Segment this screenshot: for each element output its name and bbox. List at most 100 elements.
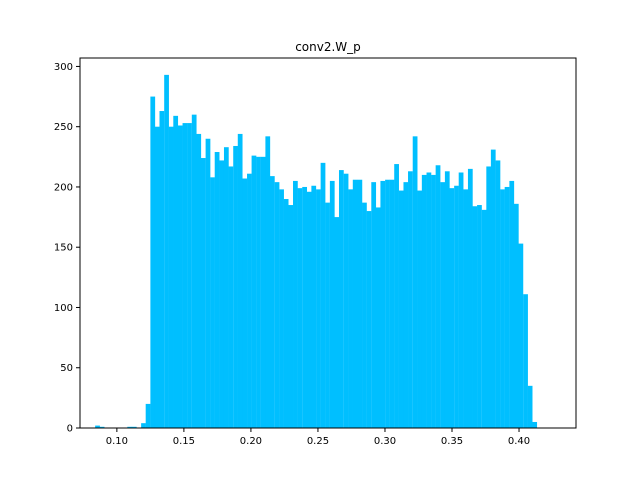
histogram-bar bbox=[145, 403, 151, 428]
histogram-bar bbox=[348, 189, 353, 428]
histogram-bar bbox=[283, 199, 289, 428]
histogram-bar bbox=[99, 426, 105, 428]
histogram-bar bbox=[523, 294, 528, 428]
histogram-bar bbox=[219, 160, 225, 428]
histogram-bar bbox=[297, 188, 303, 428]
histogram-bar bbox=[513, 203, 519, 428]
histogram-bar bbox=[210, 177, 215, 428]
histogram-bar bbox=[168, 126, 174, 428]
y-tick-label: 100 bbox=[54, 303, 73, 314]
histogram-bar bbox=[182, 123, 188, 428]
histogram-bar bbox=[357, 179, 363, 428]
histogram-bar bbox=[431, 174, 436, 428]
histogram-bar bbox=[408, 171, 413, 429]
histogram-bar bbox=[426, 172, 432, 428]
histogram-bar bbox=[440, 182, 446, 428]
histogram-bars bbox=[95, 74, 538, 429]
histogram-bar bbox=[518, 243, 524, 428]
y-axis-ticks: 0 50 100 150 200 250 300 bbox=[54, 62, 80, 435]
histogram-bar bbox=[449, 188, 455, 428]
histogram-bar bbox=[237, 133, 243, 428]
x-axis-ticks: 0.10 0.15 0.20 0.25 0.30 0.35 0.40 bbox=[106, 428, 530, 447]
histogram-bar bbox=[500, 189, 505, 428]
histogram-bar bbox=[131, 426, 137, 428]
histogram-bar bbox=[472, 206, 478, 428]
histogram-bar bbox=[256, 156, 261, 428]
histogram-bar bbox=[532, 421, 538, 428]
x-tick-label: 0.25 bbox=[307, 436, 329, 447]
histogram-bar bbox=[150, 96, 156, 428]
chart-title: conv2.W_p bbox=[295, 40, 361, 54]
y-tick-label: 200 bbox=[54, 182, 73, 193]
histogram-bar bbox=[311, 185, 317, 428]
y-tick-label: 300 bbox=[54, 62, 73, 73]
histogram-bar bbox=[191, 114, 197, 428]
histogram-bar bbox=[316, 189, 321, 428]
histogram-bar bbox=[490, 149, 496, 428]
histogram-bar bbox=[164, 74, 169, 429]
histogram-bar bbox=[467, 168, 473, 428]
x-tick-label: 0.35 bbox=[441, 436, 463, 447]
histogram-bar bbox=[228, 166, 234, 428]
histogram-bar bbox=[260, 156, 266, 428]
y-tick-label: 250 bbox=[54, 122, 73, 133]
histogram-bar bbox=[380, 180, 386, 428]
histogram-bar bbox=[343, 173, 349, 428]
histogram-bar bbox=[509, 180, 515, 428]
histogram-bar bbox=[205, 138, 211, 428]
histogram-bar bbox=[279, 189, 284, 428]
histogram-bar bbox=[495, 160, 501, 428]
histogram-bar bbox=[329, 180, 335, 428]
histogram-bar bbox=[95, 425, 100, 428]
histogram-bar bbox=[371, 182, 377, 428]
histogram-bar bbox=[417, 190, 423, 428]
histogram-bar bbox=[127, 426, 133, 428]
histogram-bar bbox=[288, 205, 294, 428]
histogram-bar bbox=[177, 125, 183, 429]
histogram-bar bbox=[306, 191, 312, 428]
histogram-bar bbox=[274, 182, 280, 428]
plot-frame bbox=[79, 57, 577, 429]
histogram-bar bbox=[233, 145, 238, 429]
histogram-bar bbox=[366, 211, 372, 428]
histogram-bar bbox=[412, 136, 418, 428]
histogram-bar bbox=[362, 202, 367, 428]
histogram-bar bbox=[463, 189, 469, 428]
histogram-bar bbox=[338, 170, 344, 428]
histogram-bar bbox=[302, 186, 308, 428]
histogram-bar bbox=[398, 190, 404, 428]
histogram-bar bbox=[375, 207, 381, 428]
histogram-bar bbox=[159, 111, 165, 428]
histogram-bar bbox=[141, 423, 146, 428]
histogram-bar bbox=[293, 180, 298, 428]
histogram-bar bbox=[444, 171, 450, 429]
histogram-bar bbox=[173, 115, 179, 428]
histogram-bar bbox=[325, 202, 330, 428]
histogram-bar bbox=[421, 174, 427, 428]
x-tick-label: 0.40 bbox=[508, 436, 530, 447]
histogram-bar bbox=[247, 173, 252, 428]
x-tick-label: 0.20 bbox=[240, 436, 262, 447]
histogram-bar bbox=[214, 152, 220, 428]
histogram-bar bbox=[265, 136, 271, 428]
histogram-bar bbox=[454, 185, 459, 428]
histogram-bar bbox=[385, 179, 390, 428]
histogram-bar bbox=[320, 162, 326, 428]
histogram-bar bbox=[504, 186, 510, 428]
histogram-bar bbox=[154, 126, 160, 428]
histogram-bar bbox=[352, 179, 358, 428]
histogram-bar bbox=[251, 155, 257, 428]
histogram-bar bbox=[187, 123, 192, 428]
histogram-bar bbox=[477, 205, 482, 428]
histogram-bar bbox=[196, 133, 202, 428]
x-tick-label: 0.15 bbox=[173, 436, 195, 447]
histogram-bar bbox=[223, 147, 229, 428]
histogram-bar bbox=[458, 172, 464, 428]
x-tick-label: 0.10 bbox=[106, 436, 128, 447]
histogram-bar bbox=[435, 165, 441, 428]
histogram-bar bbox=[394, 164, 399, 428]
histogram-bar bbox=[527, 385, 533, 428]
x-tick-label: 0.30 bbox=[374, 436, 396, 447]
y-tick-label: 0 bbox=[67, 424, 73, 435]
